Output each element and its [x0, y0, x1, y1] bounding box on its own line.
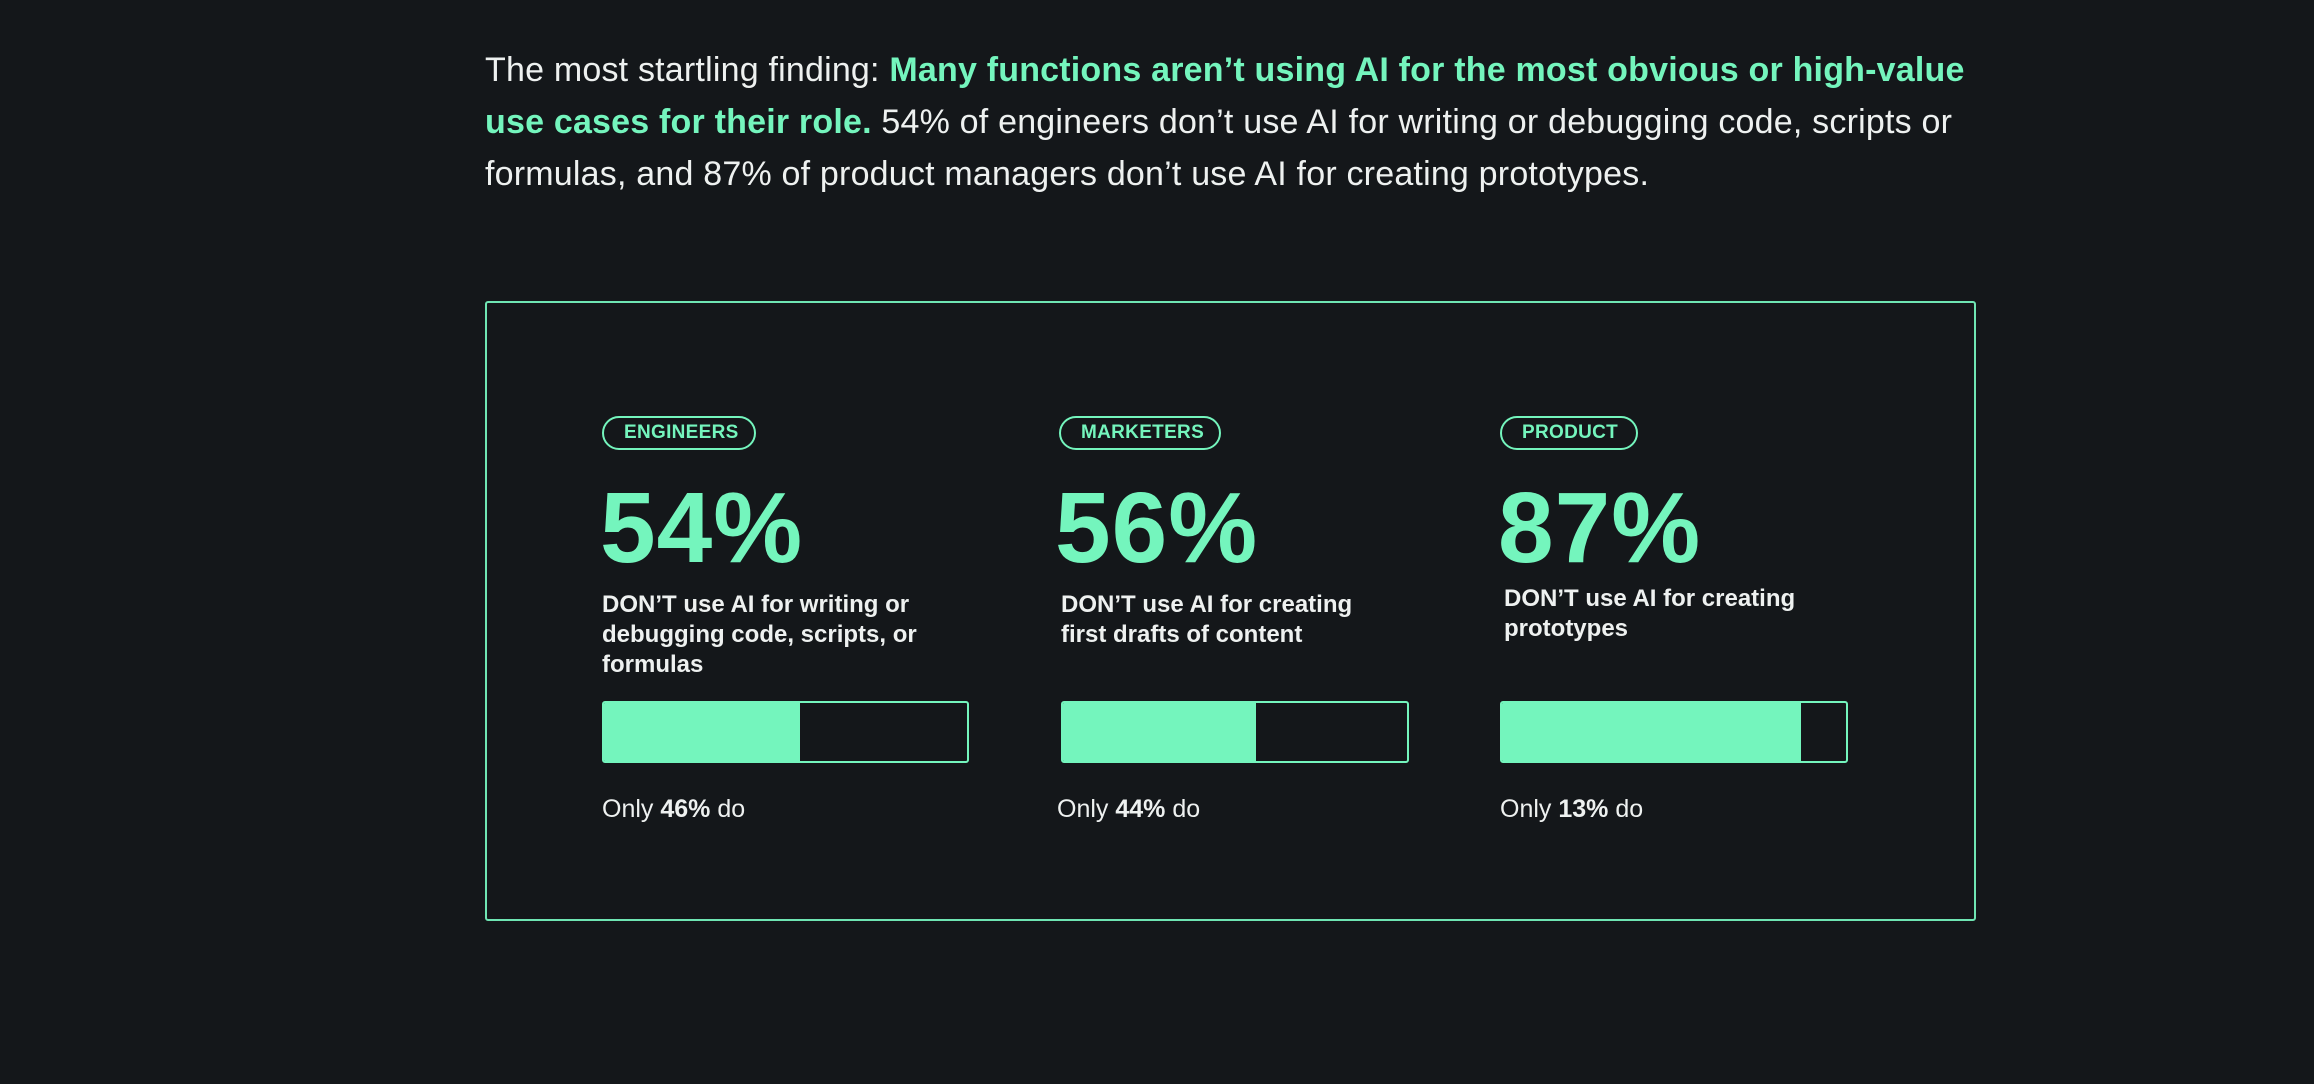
- note-value: 46%: [660, 795, 711, 823]
- percent-product: 87%: [1498, 472, 1702, 584]
- note-engineers: Only 46% do: [602, 793, 745, 825]
- intro-highlight: Many functions aren’t using AI for the m…: [485, 51, 1965, 141]
- percent-marketers: 56%: [1055, 472, 1259, 584]
- tag-marketers: MARKETERS: [1059, 416, 1221, 450]
- progress-bar-marketers: [1061, 701, 1409, 763]
- description-marketers: DON’T use AI for creating first drafts o…: [1061, 591, 1353, 648]
- percent-engineers: 54%: [600, 472, 804, 584]
- note-suffix: do: [1165, 795, 1201, 823]
- tag-engineers: ENGINEERS: [602, 416, 756, 450]
- note-value: 13%: [1558, 795, 1609, 823]
- intro-rest: 54% of engineers don’t use AI for writin…: [485, 103, 1953, 193]
- description-engineers: DON’T use AI for writing or debugging co…: [602, 591, 917, 678]
- description-product: DON’T use AI for creating prototypes: [1504, 585, 1796, 642]
- progress-bar-engineers: [602, 701, 969, 763]
- note-prefix: Only: [602, 795, 661, 823]
- note-marketers: Only 44% do: [1057, 793, 1200, 825]
- progress-fill-marketers: [1063, 703, 1256, 761]
- note-suffix: do: [1608, 795, 1644, 823]
- note-value: 44%: [1115, 795, 1166, 823]
- tag-product: PRODUCT: [1500, 416, 1638, 450]
- note-prefix: Only: [1500, 795, 1559, 823]
- progress-bar-product: [1500, 701, 1848, 763]
- note-suffix: do: [710, 795, 746, 823]
- note-prefix: Only: [1057, 795, 1116, 823]
- intro-lead: The most startling finding:: [485, 51, 890, 89]
- intro-paragraph: The most startling finding: Many functio…: [485, 44, 2005, 200]
- note-product: Only 13% do: [1500, 793, 1643, 825]
- stats-card: ENGINEERS 54% DON’T use AI for writing o…: [485, 301, 1976, 921]
- progress-fill-product: [1502, 703, 1802, 761]
- progress-fill-engineers: [604, 703, 801, 761]
